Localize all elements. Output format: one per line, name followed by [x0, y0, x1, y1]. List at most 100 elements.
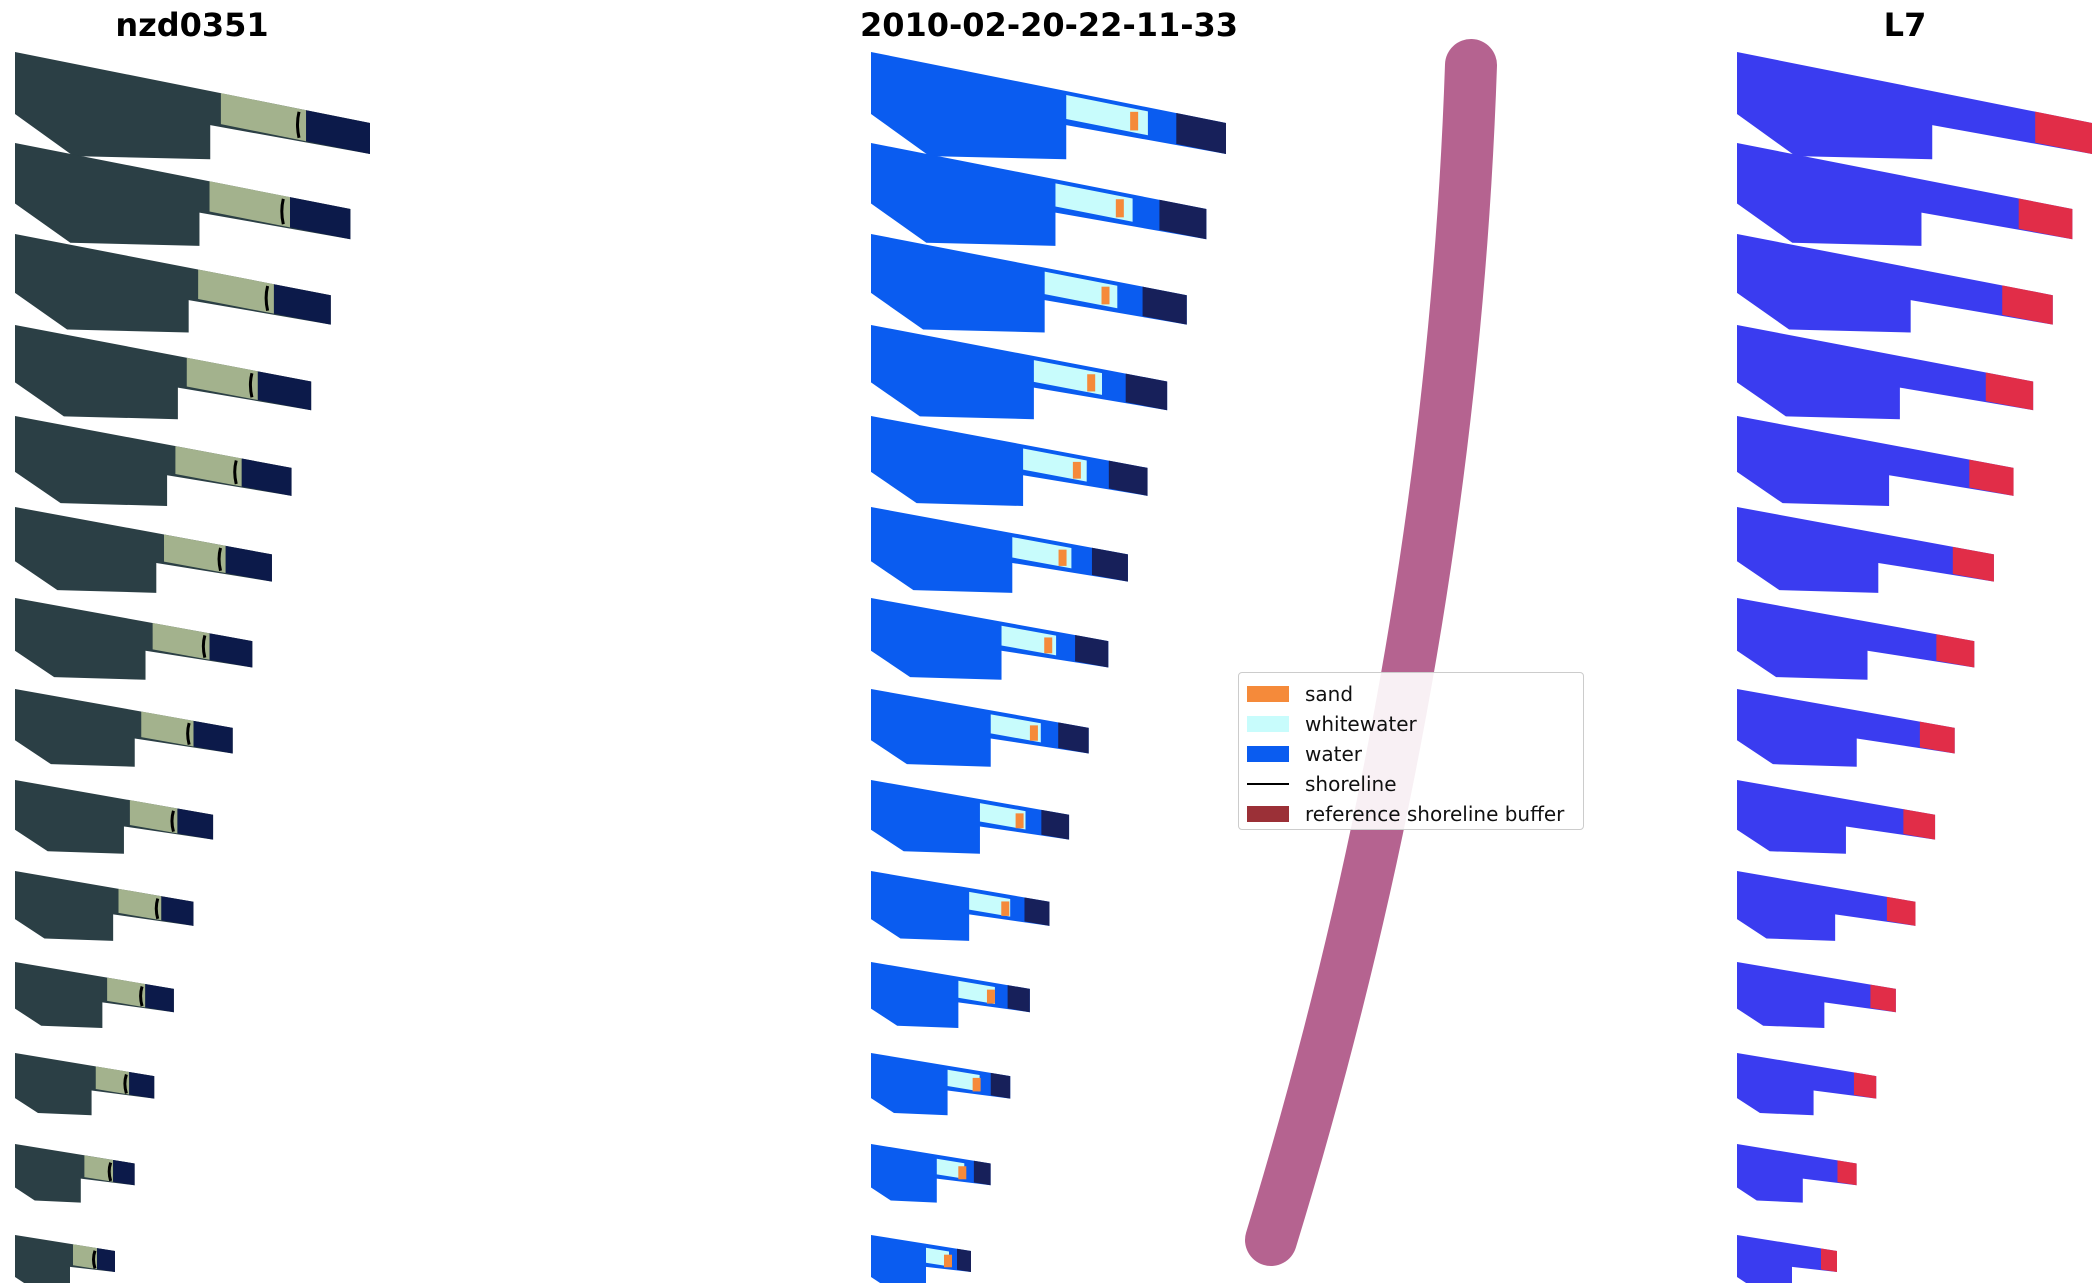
sand-area — [944, 1254, 952, 1268]
shoreline-trace — [154, 898, 160, 920]
class-strip — [871, 780, 1070, 854]
class-strip — [871, 1053, 1011, 1116]
class-strip — [871, 871, 1050, 941]
water-area — [871, 780, 1070, 854]
water-area — [871, 1144, 991, 1203]
rgb-surf-zone — [186, 357, 258, 401]
rgb-strip — [15, 325, 312, 420]
sand-area — [1130, 111, 1139, 131]
whitewater-area — [1023, 448, 1087, 482]
shoreline-trace — [92, 1250, 97, 1269]
rgb-strip — [15, 598, 253, 680]
sand-area — [1044, 637, 1053, 654]
index-land-area — [1870, 984, 1896, 1013]
index-land-area — [1886, 896, 1916, 926]
rgb-sea-area — [177, 808, 214, 840]
rgb-sea-area — [225, 545, 272, 582]
whitewater-area — [1066, 95, 1148, 136]
water-area — [871, 234, 1187, 333]
shoreline-trace — [264, 285, 270, 312]
index-land-area — [1969, 459, 2014, 496]
dark-water-area — [1108, 460, 1148, 496]
rgb-image-panel — [15, 52, 370, 1283]
index-strip — [1737, 1235, 1837, 1283]
dark-water-area — [1176, 113, 1226, 154]
index-strip — [1737, 598, 1975, 680]
rgb-land-area — [15, 962, 174, 1029]
legend-label: reference shoreline buffer — [1305, 802, 1565, 826]
rgb-strip — [15, 416, 292, 506]
water-area — [871, 1235, 971, 1283]
index-land-area — [1936, 634, 1975, 668]
rgb-land-area — [15, 1053, 155, 1116]
class-strip — [871, 1235, 971, 1283]
rgb-strip — [15, 234, 331, 333]
class-strip — [871, 143, 1207, 246]
rgb-sea-area — [113, 1159, 135, 1186]
rgb-land-area — [15, 416, 292, 506]
whitewater-swatch — [1247, 716, 1289, 732]
whitewater-area — [958, 980, 995, 1004]
whitewater-area — [1001, 625, 1057, 656]
sand-area — [1029, 725, 1038, 741]
dark-water-area — [973, 1160, 991, 1186]
rgb-surf-zone — [129, 800, 178, 834]
rgb-sea-area — [306, 110, 370, 154]
water-area — [871, 507, 1128, 593]
rgb-surf-zone — [175, 446, 242, 487]
index-land-area — [1952, 546, 1994, 582]
rgb-land-area — [15, 507, 272, 593]
dark-water-area — [1041, 809, 1070, 840]
index-land-area — [1903, 809, 1936, 840]
water-area — [871, 962, 1030, 1029]
dark-water-area — [1159, 199, 1207, 240]
shoreline-trace — [296, 111, 301, 139]
rgb-strip — [15, 689, 233, 767]
shoreline-trace — [170, 810, 175, 833]
sand-area — [1072, 461, 1081, 479]
panel-title-classification: 2010-02-20-22-11-33 — [859, 6, 1239, 44]
class-strip — [871, 507, 1128, 593]
rgb-surf-zone — [95, 1066, 130, 1095]
index-land-area — [1985, 372, 2034, 411]
index-strip — [1737, 962, 1896, 1029]
whitewater-area — [969, 891, 1011, 917]
rgb-strip — [15, 962, 174, 1029]
rgb-surf-zone — [198, 269, 274, 314]
legend: sand whitewater water shoreline referenc… — [1238, 672, 1584, 830]
rgb-strip — [15, 1144, 135, 1203]
legend-item-buffer: reference shoreline buffer — [1247, 799, 1575, 829]
whitewater-area — [1055, 183, 1133, 222]
legend-item-whitewater: whitewater — [1247, 709, 1575, 739]
rgb-sea-area — [290, 197, 351, 240]
classified-image-panel — [871, 39, 1497, 1283]
rgb-surf-zone — [164, 534, 226, 574]
index-water-area — [1737, 598, 1975, 680]
whitewater-area — [990, 714, 1041, 743]
rgb-surf-zone — [84, 1155, 114, 1182]
class-strip — [871, 1144, 991, 1203]
rgb-sea-area — [273, 284, 331, 325]
legend-label: water — [1305, 742, 1362, 766]
rgb-strip — [15, 143, 351, 246]
rgb-surf-zone — [118, 888, 162, 921]
whitewater-area — [1033, 360, 1102, 395]
shoreline-line-icon — [1247, 783, 1289, 785]
dark-water-area — [1024, 897, 1050, 926]
index-strip — [1737, 234, 2053, 333]
whitewater-area — [947, 1069, 980, 1092]
water-area — [871, 1053, 1011, 1116]
dark-water-area — [1058, 722, 1089, 754]
rgb-sea-area — [257, 371, 312, 411]
class-strip — [871, 234, 1187, 333]
index-water-area — [1737, 52, 2092, 160]
water-area — [871, 598, 1109, 680]
index-water-area — [1737, 1053, 1877, 1116]
rgb-surf-zone — [220, 93, 307, 142]
class-strip — [871, 52, 1226, 160]
index-land-area — [2035, 111, 2092, 154]
rgb-surf-zone — [152, 622, 210, 660]
legend-label: sand — [1305, 682, 1354, 706]
rgb-strip — [15, 1235, 115, 1283]
rgb-strip — [15, 507, 272, 593]
